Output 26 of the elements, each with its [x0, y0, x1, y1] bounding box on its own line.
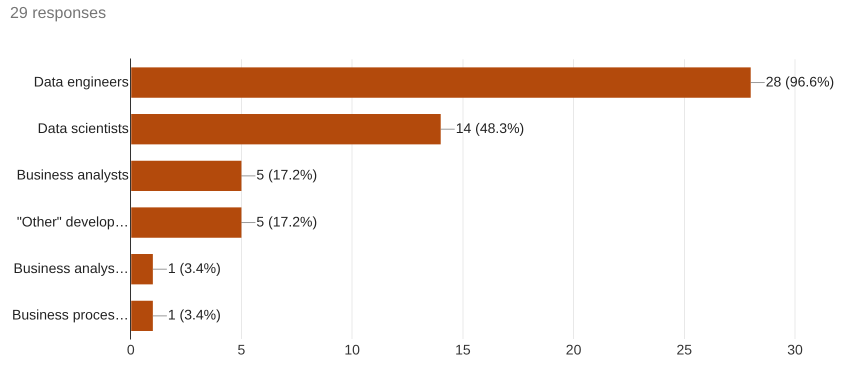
y-tick-label: Business analysts: [16, 166, 129, 183]
y-tick-label: Business analys…: [14, 260, 129, 276]
bar: [131, 160, 242, 192]
x-tick-label: 20: [566, 341, 582, 358]
y-tick-label: Business proces…: [12, 306, 129, 323]
bar: [131, 67, 751, 98]
x-tick-label: 25: [676, 341, 692, 358]
bar: [131, 300, 153, 332]
bar: [131, 114, 441, 144]
bar: [131, 207, 242, 238]
data-label: 5 (17.2%): [256, 213, 318, 230]
data-label: 5 (17.2%): [256, 166, 318, 183]
x-tick-label: 0: [126, 341, 135, 358]
x-tick-label: 5: [238, 341, 246, 358]
data-label: 28 (96.6%): [766, 73, 834, 90]
data-label: 1 (3.4%): [168, 260, 221, 276]
chart-title: 29 responses: [10, 5, 106, 22]
data-label: 14 (48.3%): [456, 120, 524, 136]
x-tick-label: 30: [787, 341, 803, 358]
y-tick-label: Data scientists: [38, 120, 129, 136]
x-tick-label: 15: [455, 341, 471, 358]
y-tick-label: "Other" develop…: [16, 213, 129, 230]
bar: [131, 254, 153, 284]
x-tick-label: 10: [344, 341, 360, 358]
data-label: 1 (3.4%): [168, 306, 221, 323]
y-tick-label: Data engineers: [34, 73, 129, 90]
